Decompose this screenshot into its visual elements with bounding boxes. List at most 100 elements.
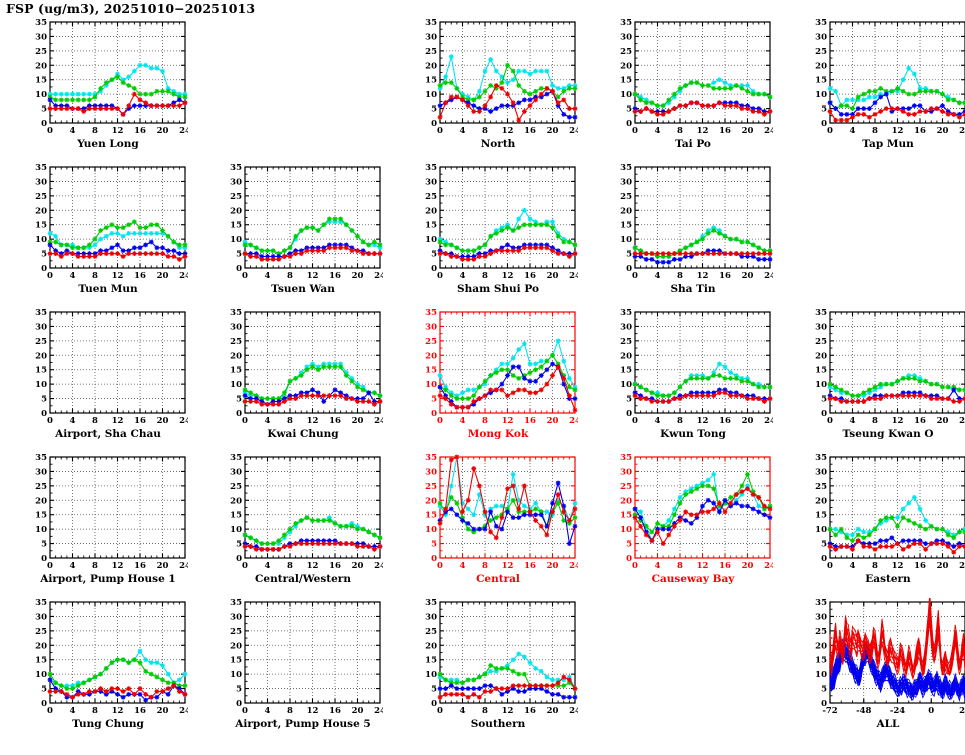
- all-trace: [829, 620, 965, 677]
- x-tick-label: 24: [179, 416, 188, 426]
- x-tick-label: 8: [872, 561, 878, 571]
- y-tick-label: 15: [815, 656, 827, 666]
- y-tick-label: 15: [620, 511, 632, 521]
- x-tick-label: 4: [460, 416, 466, 426]
- series-markers-green: [242, 515, 383, 546]
- all-trace: [829, 618, 965, 674]
- series-markers-red: [437, 245, 578, 262]
- x-tick-label: 12: [502, 126, 514, 136]
- y-tick-label: 15: [815, 511, 827, 521]
- y-tick-label: 20: [35, 351, 47, 361]
- y-tick-label: 10: [425, 380, 437, 390]
- x-tick-label: 0: [437, 561, 443, 571]
- plot-area: 0 5 10 15 20 25 30 35 0 4 8 12 16 20 24: [425, 308, 578, 426]
- chart-panel-kwun-tong: 0 5 10 15 20 25 30 35 0 4 8 12 16 20 24 Kwun Tong: [613, 308, 773, 440]
- y-tick-label: 20: [35, 206, 47, 216]
- x-tick-label: 0: [827, 561, 833, 571]
- x-tick-label: 16: [134, 271, 146, 281]
- y-tick-label: 5: [431, 540, 437, 550]
- y-tick-label: 10: [620, 235, 632, 245]
- x-tick-label: 0: [242, 561, 248, 571]
- x-tick-label: 8: [92, 561, 98, 571]
- y-tick-label: 30: [230, 612, 242, 622]
- series-markers-green: [47, 74, 188, 103]
- panel-caption: Kwai Chung: [267, 428, 339, 440]
- y-tick-label: 5: [236, 685, 242, 695]
- y-tick-label: 30: [620, 177, 632, 187]
- series-markers-green: [632, 373, 773, 399]
- x-tick-label: 24: [569, 706, 578, 716]
- x-tick-label: 0: [632, 271, 638, 281]
- y-tick-label: 20: [425, 61, 437, 71]
- y-tick-label: 0: [431, 554, 437, 564]
- y-tick-label: 35: [230, 308, 242, 318]
- series-markers-green: [47, 657, 188, 691]
- x-tick-label: 16: [524, 126, 536, 136]
- x-tick-label: 4: [655, 416, 661, 426]
- y-tick-label: 30: [425, 177, 437, 187]
- panel-caption: Airport, Pump House 1: [40, 573, 176, 585]
- x-tick-label: 24: [959, 561, 965, 571]
- chart-panel-airport-pump-house-1: 0 5 10 15 20 25 30 35 0 4 8 12 16 20 24 Airport, Pump H…: [28, 453, 188, 585]
- x-tick-label: 4: [460, 271, 466, 281]
- y-tick-label: 20: [815, 496, 827, 506]
- y-tick-label: 25: [425, 627, 437, 637]
- x-tick-label: 20: [742, 126, 754, 136]
- chart-panel-tai-po: 0 5 10 15 20 25 30 35 0 4 8 12 16 20 24 Tai Po: [613, 18, 773, 150]
- plot-area: 0 5 10 15 20 25 30 35 0 4 8 12 16 20 24: [230, 163, 383, 281]
- y-tick-label: 35: [815, 453, 827, 463]
- y-tick-label: 10: [815, 90, 827, 100]
- y-tick-label: 5: [41, 540, 47, 550]
- y-tick-label: 15: [35, 511, 47, 521]
- series-markers-red: [632, 486, 773, 546]
- y-tick-label: 15: [35, 366, 47, 376]
- y-tick-label: 15: [620, 221, 632, 231]
- x-tick-label: 24: [569, 561, 578, 571]
- x-tick-label: 16: [719, 416, 731, 426]
- y-tick-label: 35: [230, 453, 242, 463]
- x-tick-label: 12: [502, 271, 514, 281]
- x-tick-label: 4: [70, 271, 76, 281]
- chart-panel-north: 0 5 10 15 20 25 30 35 0 4 8 12 16 20 24 North: [418, 18, 578, 150]
- y-tick-label: 25: [35, 47, 47, 57]
- y-tick-label: 20: [425, 351, 437, 361]
- x-tick-label: 16: [329, 271, 341, 281]
- x-tick-label: 8: [92, 126, 98, 136]
- x-tick-label: 8: [677, 271, 683, 281]
- chart-panel-tsuen-wan: 0 5 10 15 20 25 30 35 0 4 8 12 16 20 24 Tsuen Wan: [223, 163, 383, 295]
- panel-caption: Central: [476, 573, 520, 585]
- y-tick-label: 35: [35, 598, 47, 608]
- y-tick-label: 20: [620, 496, 632, 506]
- y-tick-label: 5: [626, 250, 632, 260]
- y-tick-label: 30: [230, 467, 242, 477]
- x-tick-label: 20: [547, 126, 559, 136]
- x-tick-label: 24: [374, 561, 383, 571]
- x-tick-label: 12: [697, 416, 709, 426]
- y-tick-label: 0: [431, 119, 437, 129]
- y-tick-label: 25: [620, 337, 632, 347]
- x-tick-label: 20: [547, 416, 559, 426]
- y-tick-label: 20: [620, 351, 632, 361]
- y-tick-label: 5: [626, 105, 632, 115]
- x-tick-label: 24: [959, 706, 965, 716]
- y-tick-label: 20: [230, 641, 242, 651]
- y-tick-label: 15: [425, 76, 437, 86]
- plot-area: 0 5 10 15 20 25 30 35 0 4 8 12 16 20 24: [35, 308, 188, 426]
- y-tick-label: 20: [425, 496, 437, 506]
- series-markers-green: [632, 80, 773, 109]
- y-tick-label: 25: [620, 192, 632, 202]
- x-tick-label: 8: [872, 416, 878, 426]
- chart-panel-kwai-chung: 0 5 10 15 20 25 30 35 0 4 8 12 16 20 24 Kwai Chung: [223, 308, 383, 440]
- x-tick-label: 16: [134, 561, 146, 571]
- x-tick-label: 0: [437, 271, 443, 281]
- x-tick-label: 24: [569, 126, 578, 136]
- x-tick-label: 4: [655, 561, 661, 571]
- chart-panel-tung-chung: 0 5 10 15 20 25 30 35 0 4 8 12 16 20 24 Tung Chung: [28, 598, 188, 730]
- y-tick-label: 30: [35, 612, 47, 622]
- plot-area: 0 5 10 15 20 25 30 35 0 4 8 12 16 20 24: [230, 598, 383, 716]
- plot-area: 0 5 10 15 20 25 30 35 -72 -48 -24 0 24: [815, 598, 965, 716]
- series-markers-red: [47, 683, 188, 700]
- y-tick-label: 10: [230, 670, 242, 680]
- y-tick-label: 15: [425, 511, 437, 521]
- y-tick-label: 0: [626, 554, 632, 564]
